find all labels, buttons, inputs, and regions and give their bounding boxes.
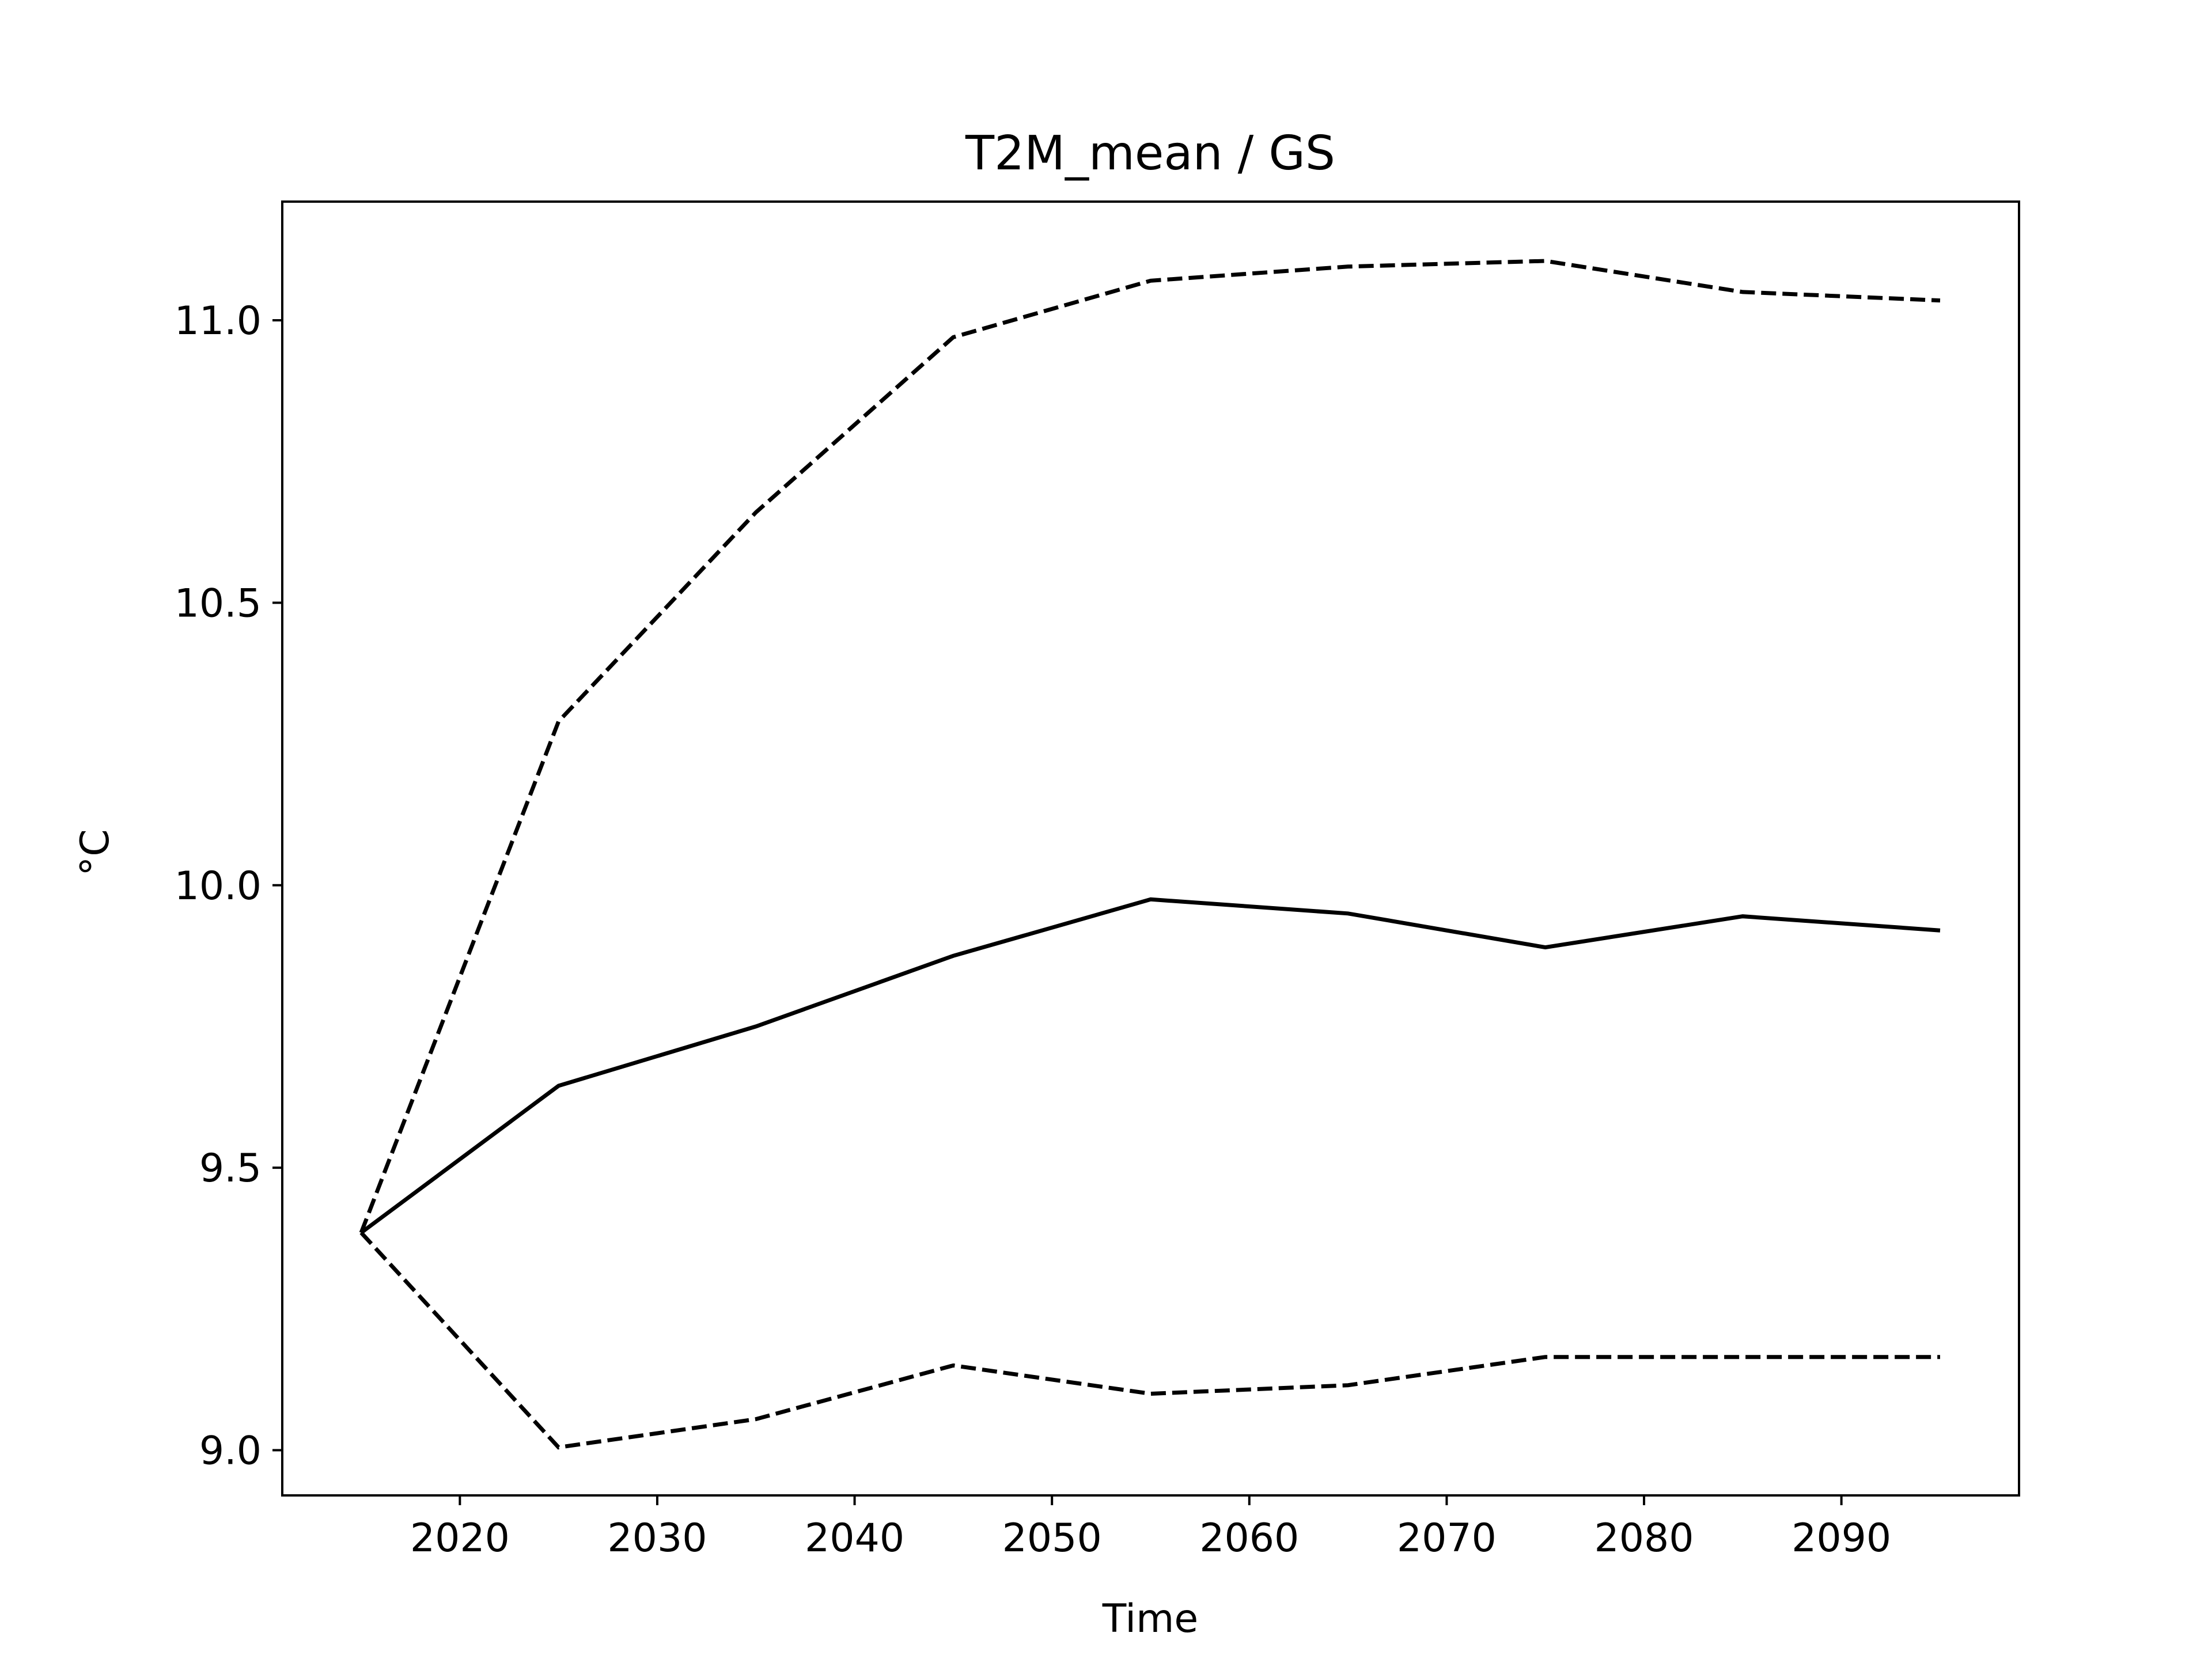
- y-tick-label-10-5: 10.5: [175, 581, 262, 626]
- x-tick-label-2020: 2020: [410, 1516, 510, 1561]
- x-tick-label-2060: 2060: [1199, 1516, 1299, 1561]
- series-layer: [359, 259, 1941, 1450]
- x-tick-label-2080: 2080: [1594, 1516, 1694, 1561]
- x-axis-label: Time: [1102, 1596, 1198, 1642]
- y-tick-label-10: 10.0: [175, 863, 262, 909]
- series-line-1: [359, 897, 1941, 1234]
- plot-background: [282, 202, 2019, 1495]
- x-tick-label-2030: 2030: [607, 1516, 707, 1561]
- chart-title: T2M_mean / GS: [965, 126, 1335, 181]
- x-tick-label-2090: 2090: [1791, 1516, 1891, 1561]
- y-tick-label-9-5: 9.5: [199, 1146, 262, 1191]
- plot-frame: [281, 200, 2020, 1497]
- y-tick-label-11: 11.0: [175, 298, 262, 344]
- y-axis-label: °C: [73, 829, 118, 876]
- x-tick-label-2050: 2050: [1002, 1516, 1102, 1561]
- x-tick-label-2040: 2040: [805, 1516, 904, 1561]
- series-line-2: [359, 259, 1941, 1234]
- y-tick-label-9: 9.0: [199, 1429, 262, 1474]
- x-tick-label-2070: 2070: [1397, 1516, 1497, 1561]
- x-axis: 2020 2030 2040 2050 2060 2070 2080 2090: [410, 1495, 1891, 1561]
- y-axis: 9.0 9.5 10.0 10.5 11.0: [175, 298, 282, 1474]
- plot-area: [282, 202, 2019, 1495]
